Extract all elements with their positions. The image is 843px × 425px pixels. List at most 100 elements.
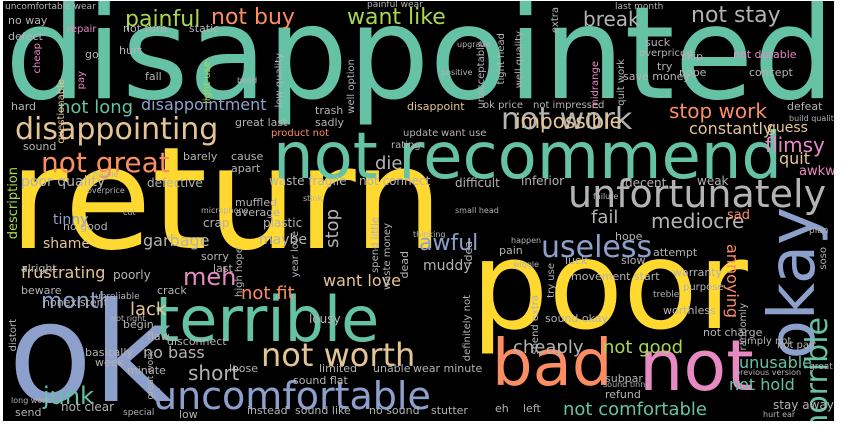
word-mediocre: mediocre (651, 209, 745, 233)
word-uncomfortable: uncomfortable (153, 374, 431, 418)
word-update: update (403, 128, 439, 139)
word-waste-money: waste money (382, 223, 393, 291)
word-guess: guess (767, 120, 808, 136)
word-unacceptable: unacceptable (476, 41, 487, 109)
word-unable: unable (373, 362, 411, 375)
word-disconnect: disconnect (167, 335, 227, 348)
word-hurt: hurt (119, 44, 142, 57)
word-plastic: plastic (263, 216, 303, 230)
word-static: static (189, 22, 220, 35)
word-terrible: terrible (155, 283, 380, 356)
word-no-sound: no sound (369, 404, 420, 417)
word-idea: idea (462, 241, 475, 265)
word-well-option: well option (346, 59, 357, 114)
word-stay-away: stay away (773, 398, 834, 412)
word-instead: instead (247, 404, 288, 417)
word-not-buy: not buy (211, 5, 295, 30)
word-disappointment: disappointment (141, 95, 267, 114)
word-sound-flat: sound flat (293, 374, 348, 387)
word-crack: crack (157, 284, 187, 297)
word-disappointed: disappointed (5, 1, 834, 129)
word-send: send (15, 406, 42, 419)
word-not-impressed: not impressed (533, 100, 605, 111)
word-not-durable: not durable (733, 48, 797, 61)
word-stutter: stutter (431, 404, 468, 417)
word-save-money: save money (623, 70, 690, 83)
word-uncomfortable-wear: uncomfortable wear (5, 2, 96, 12)
word-spend-little: spend little (370, 217, 381, 273)
word-month: month (41, 289, 113, 314)
word-waste-fragile: waste fragile (269, 174, 347, 188)
word-soso: soso (818, 247, 829, 270)
word-nonexistent: nonexistent (43, 296, 108, 309)
word-weak: weak (697, 174, 729, 188)
word-slow: slow (621, 254, 646, 267)
word-beware: beware (21, 284, 62, 297)
word-not-charge: not charge (703, 326, 763, 339)
word-sound-okay: sound okay (545, 312, 609, 325)
word-not-work: not work (501, 102, 633, 137)
word-apart: apart (231, 162, 261, 175)
word-left: left (523, 402, 541, 415)
word-flaw: flaw (147, 330, 170, 343)
word-poorly: poorly (113, 268, 151, 282)
word-poor: poor (471, 215, 748, 357)
word-disappointing: disappointing (15, 112, 219, 147)
word-meh: meh (183, 263, 237, 291)
word-defective: defective (147, 176, 203, 190)
word-no-way: no way (8, 14, 48, 27)
word-attempt: attempt (653, 246, 698, 259)
word-special: special (123, 408, 155, 418)
word-not-great: not great (41, 146, 170, 179)
word-suck: suck (645, 36, 671, 49)
word-simply-not: simply not (739, 336, 792, 347)
word-build-quality: build quality (789, 114, 834, 123)
word-warranty: warranty (673, 266, 723, 279)
word-well-quality: well quality (514, 31, 525, 89)
word-subpar: subpar (605, 372, 643, 385)
word-last: last (213, 262, 233, 275)
word-luck: luck (565, 254, 588, 267)
word-overpriced: overpriced (639, 48, 693, 59)
word-hurt-ear: hurt ear (763, 410, 796, 419)
word-limited: limited (319, 362, 357, 375)
word-defeat: defeat (787, 100, 823, 113)
word-muffled: muffled (235, 196, 278, 209)
word-wiggle: wiggle (513, 260, 540, 269)
word-shame: shame (43, 236, 90, 252)
word-concept: concept (749, 66, 793, 79)
word-sad: sad (727, 208, 750, 223)
word-previous-version: previous version (735, 368, 802, 377)
word-last-month: last month (615, 2, 664, 12)
word-disappoint: disappoint (407, 100, 465, 113)
word-awkward: awkward (799, 164, 834, 179)
word-tinny: tinny (53, 212, 89, 228)
word-failure: failure (593, 192, 619, 201)
word-not-connect: not connect (359, 174, 431, 188)
word-painful-wear: painful wear (367, 1, 423, 10)
word-begin: begin (123, 318, 154, 331)
word-no-bass: no bass (143, 343, 205, 362)
word-useless: useless (541, 230, 653, 265)
word-dead: dead (398, 251, 411, 279)
word-decent: decent (625, 176, 667, 190)
word-fragile: fragile (93, 170, 119, 179)
word-crap: crap (203, 216, 230, 230)
word-sound-tinny: sound tinny (603, 380, 651, 389)
word-loose: loose (229, 362, 259, 375)
word-great-review: great review (809, 362, 834, 372)
word-awful: awful (419, 231, 479, 256)
word-not: not (639, 325, 754, 407)
word-not-long: not long (59, 97, 134, 118)
word-want-love: want love (323, 271, 401, 290)
word-not-clear: not clear (61, 400, 115, 414)
word-not-stay: not stay (691, 3, 781, 28)
word-worthless: worthless (663, 304, 716, 317)
word-stop: stop (322, 209, 343, 248)
word-purpose: purpose (683, 282, 724, 293)
word-positive: positive (441, 68, 473, 77)
word-distort: distort (8, 319, 19, 352)
word-light-use: light use (202, 61, 213, 105)
word-questionable: questionable (56, 79, 67, 144)
word-stop-work: stop work (669, 99, 767, 123)
